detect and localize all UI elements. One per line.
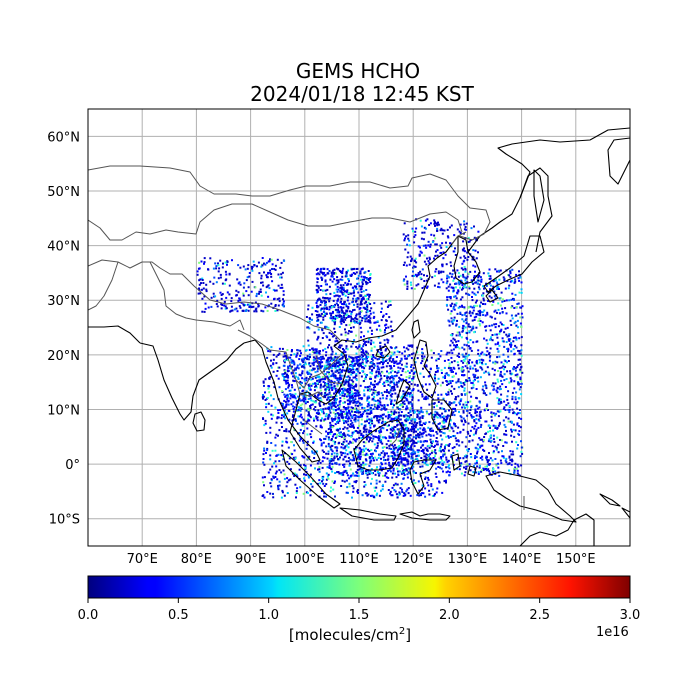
colorbar-tick-label: 1.5 bbox=[349, 608, 370, 623]
colorbar-tick-label: 2.0 bbox=[439, 608, 460, 623]
coastlines bbox=[88, 127, 630, 546]
lon-tick-label: 150°E bbox=[556, 552, 596, 567]
axis-tick-labels: 70°E 80°E 90°E 100°E 110°E 120°E 130°E 140°E 150… bbox=[47, 130, 595, 567]
colorbar-tick-label: 3.0 bbox=[620, 608, 641, 623]
lon-tick-label: 110°E bbox=[339, 552, 379, 567]
colorbar-label: [molecules/cm2] bbox=[288, 626, 412, 644]
map-title: GEMS HCHO bbox=[295, 59, 421, 83]
colorbar-tick-label: 2.5 bbox=[529, 608, 550, 623]
colorbar-tick-label: 1.0 bbox=[258, 608, 279, 623]
lat-tick-label: 10°S bbox=[49, 513, 80, 528]
lon-tick-label: 80°E bbox=[181, 552, 212, 567]
colorbar-tick-label: 0.5 bbox=[168, 608, 189, 623]
lat-tick-label: 10°N bbox=[47, 403, 80, 418]
map-frame bbox=[87, 108, 631, 547]
lat-tick-label: 0° bbox=[65, 458, 80, 473]
hcho-data-layer bbox=[196, 218, 524, 499]
lon-tick-label: 70°E bbox=[127, 552, 158, 567]
lon-tick-label: 130°E bbox=[448, 552, 488, 567]
lon-tick-label: 100°E bbox=[285, 552, 325, 567]
map-timestamp: 2024/01/18 12:45 KST bbox=[250, 82, 474, 106]
lon-tick-label: 90°E bbox=[235, 552, 266, 567]
lat-tick-label: 40°N bbox=[47, 240, 80, 255]
lat-tick-label: 60°N bbox=[47, 130, 80, 145]
lon-tick-label: 140°E bbox=[502, 552, 542, 567]
colorbar-ticks: 0.0 0.5 1.0 1.5 2.0 2.5 3.0 bbox=[78, 598, 641, 623]
lon-tick-label: 120°E bbox=[393, 552, 433, 567]
lat-tick-label: 30°N bbox=[47, 294, 80, 309]
map-gridlines bbox=[88, 109, 630, 546]
lat-tick-label: 20°N bbox=[47, 349, 80, 364]
lat-tick-label: 50°N bbox=[47, 185, 80, 200]
country-borders bbox=[88, 165, 525, 510]
colorbar-tick-label: 0.0 bbox=[78, 608, 99, 623]
coastlines-and-borders bbox=[88, 127, 630, 546]
colorbar-exponent: 1e16 bbox=[596, 625, 629, 640]
colorbar bbox=[87, 575, 631, 599]
